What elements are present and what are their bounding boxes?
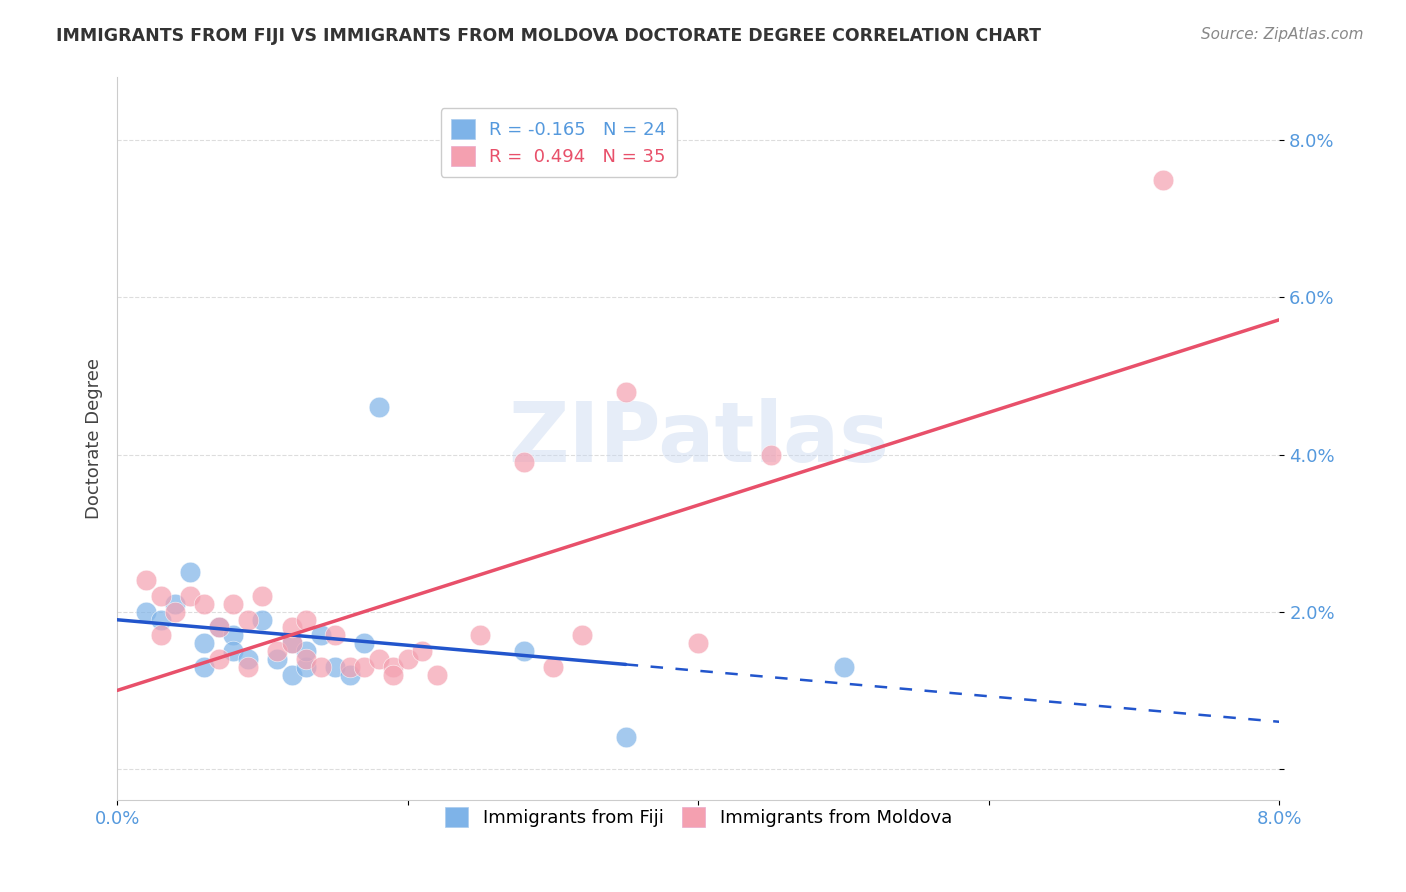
Text: ZIPatlas: ZIPatlas bbox=[508, 399, 889, 479]
Point bbox=[367, 401, 389, 415]
Point bbox=[353, 636, 375, 650]
Point bbox=[614, 731, 637, 745]
Point bbox=[513, 455, 536, 469]
Point bbox=[280, 636, 302, 650]
Point bbox=[759, 448, 782, 462]
Point bbox=[1152, 172, 1174, 186]
Point bbox=[193, 659, 215, 673]
Point bbox=[236, 652, 259, 666]
Point bbox=[208, 652, 231, 666]
Point bbox=[222, 644, 245, 658]
Point bbox=[149, 589, 172, 603]
Point bbox=[323, 659, 346, 673]
Point bbox=[149, 613, 172, 627]
Point bbox=[280, 667, 302, 681]
Point bbox=[309, 628, 332, 642]
Point bbox=[236, 613, 259, 627]
Point bbox=[382, 667, 405, 681]
Legend: Immigrants from Fiji, Immigrants from Moldova: Immigrants from Fiji, Immigrants from Mo… bbox=[437, 800, 959, 835]
Point bbox=[266, 644, 288, 658]
Point bbox=[396, 652, 419, 666]
Point bbox=[179, 589, 201, 603]
Point bbox=[252, 589, 274, 603]
Point bbox=[688, 636, 710, 650]
Point bbox=[165, 597, 187, 611]
Point bbox=[165, 605, 187, 619]
Point bbox=[411, 644, 433, 658]
Point bbox=[266, 652, 288, 666]
Point bbox=[541, 659, 564, 673]
Text: Source: ZipAtlas.com: Source: ZipAtlas.com bbox=[1201, 27, 1364, 42]
Point bbox=[280, 636, 302, 650]
Point bbox=[353, 659, 375, 673]
Point bbox=[832, 659, 855, 673]
Y-axis label: Doctorate Degree: Doctorate Degree bbox=[86, 359, 103, 519]
Point bbox=[252, 613, 274, 627]
Point bbox=[179, 566, 201, 580]
Point bbox=[295, 652, 318, 666]
Point bbox=[135, 605, 157, 619]
Point bbox=[339, 659, 361, 673]
Point bbox=[193, 597, 215, 611]
Point bbox=[470, 628, 492, 642]
Point bbox=[295, 659, 318, 673]
Point bbox=[295, 613, 318, 627]
Point bbox=[193, 636, 215, 650]
Point bbox=[149, 628, 172, 642]
Point bbox=[236, 659, 259, 673]
Point bbox=[222, 597, 245, 611]
Point bbox=[208, 620, 231, 634]
Point bbox=[367, 652, 389, 666]
Point bbox=[323, 628, 346, 642]
Point bbox=[513, 644, 536, 658]
Point bbox=[426, 667, 449, 681]
Point bbox=[571, 628, 593, 642]
Text: IMMIGRANTS FROM FIJI VS IMMIGRANTS FROM MOLDOVA DOCTORATE DEGREE CORRELATION CHA: IMMIGRANTS FROM FIJI VS IMMIGRANTS FROM … bbox=[56, 27, 1042, 45]
Point bbox=[309, 659, 332, 673]
Point bbox=[295, 644, 318, 658]
Point bbox=[135, 573, 157, 587]
Point bbox=[208, 620, 231, 634]
Point bbox=[339, 667, 361, 681]
Point bbox=[614, 384, 637, 399]
Point bbox=[382, 659, 405, 673]
Point bbox=[222, 628, 245, 642]
Point bbox=[280, 620, 302, 634]
